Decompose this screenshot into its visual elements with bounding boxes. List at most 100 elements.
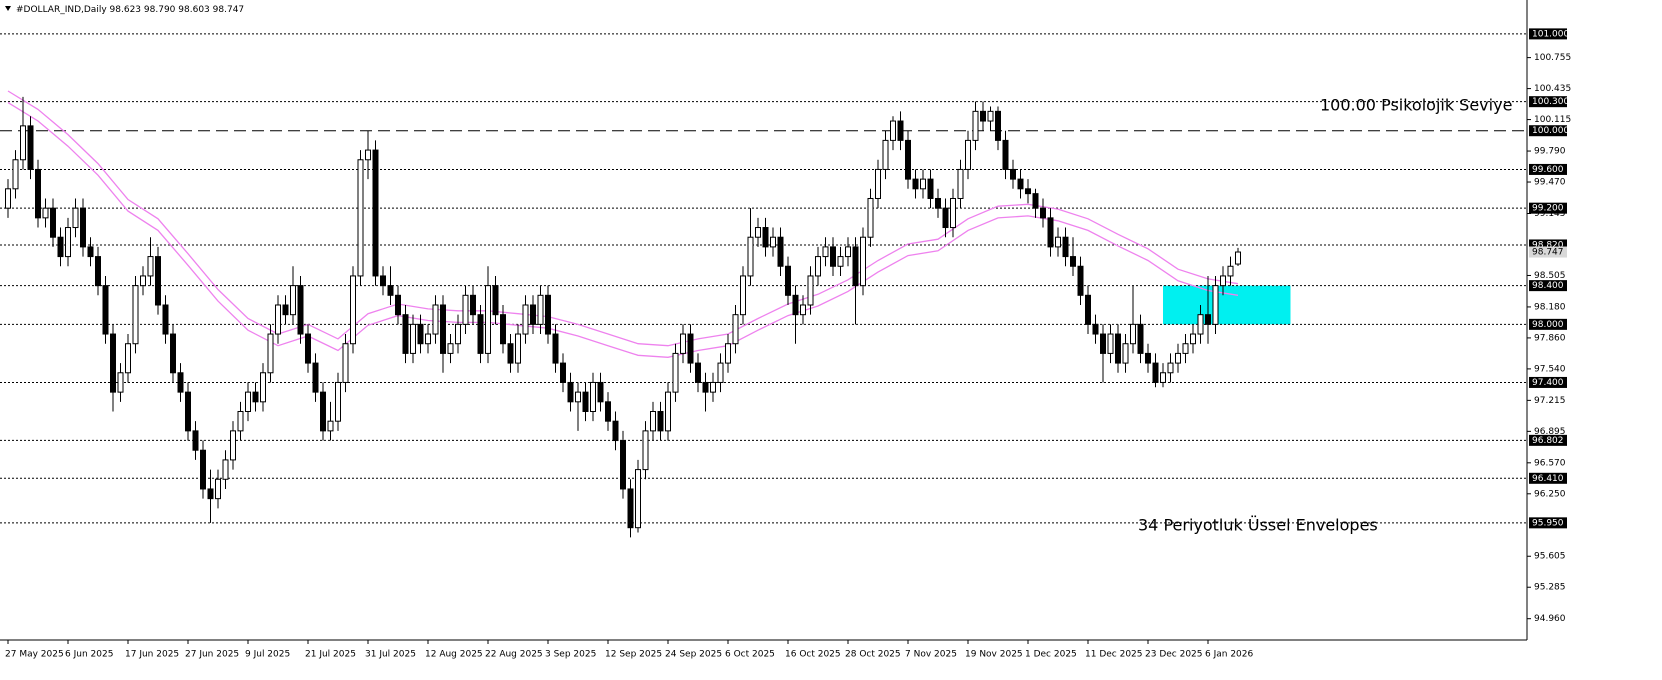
- candle-body: [1040, 207, 1046, 219]
- candle-body: [290, 285, 296, 316]
- y-tick-label: 95.605: [1534, 552, 1566, 562]
- candle-body: [237, 410, 244, 432]
- x-tick-label: 9 Jul 2025: [245, 650, 290, 660]
- candle-body: [912, 178, 919, 190]
- candle-body: [515, 333, 521, 364]
- candle-body: [545, 294, 551, 335]
- candle-body: [965, 139, 971, 170]
- candle-body: [1152, 362, 1159, 383]
- x-tick-label: 3 Sep 2025: [545, 650, 596, 660]
- candle-body: [492, 285, 499, 316]
- candle-body: [500, 314, 506, 345]
- x-tick-label: 6 Jan 2026: [1205, 650, 1253, 660]
- chart-header: #DOLLAR_IND,Daily 98.623 98.790 98.603 9…: [16, 5, 244, 15]
- candle-body: [110, 333, 116, 393]
- candle-body: [807, 275, 814, 306]
- candle-body: [1092, 323, 1099, 335]
- candle-body: [102, 285, 109, 335]
- candle-body: [627, 488, 634, 529]
- x-tick-label: 6 Oct 2025: [725, 650, 775, 660]
- level-label-bg: [1529, 376, 1567, 388]
- candle-body: [650, 410, 656, 432]
- candle-body: [192, 430, 199, 451]
- candle-body: [822, 246, 829, 258]
- candle-body: [642, 430, 649, 471]
- candle-body: [507, 343, 514, 364]
- last-price-bg: [1529, 246, 1567, 258]
- candle-body: [335, 381, 341, 422]
- candle-body: [635, 469, 641, 529]
- candle-body: [732, 314, 739, 345]
- candle-body: [567, 381, 574, 403]
- annotation: 34 Periyotluk Üssel Envelopes: [1138, 516, 1378, 535]
- candle-body: [477, 314, 484, 354]
- candle-body: [155, 256, 161, 306]
- x-tick-label: 12 Sep 2025: [605, 650, 662, 660]
- candle-body: [680, 333, 686, 354]
- candle-body: [440, 304, 446, 354]
- candle-body: [552, 333, 559, 364]
- candle-body: [1190, 333, 1196, 345]
- candle-body: [590, 381, 596, 412]
- candle-body: [140, 275, 146, 287]
- level-label: 99.600: [1532, 165, 1564, 175]
- candle-body: [1160, 372, 1166, 383]
- candle-body: [1220, 275, 1226, 287]
- level-label: 100.000: [1532, 126, 1569, 136]
- candle-body: [1107, 333, 1114, 354]
- candle-body: [672, 352, 679, 393]
- candle-body: [417, 323, 424, 345]
- level-label-bg: [1529, 125, 1567, 137]
- level-label: 98.000: [1532, 320, 1564, 330]
- candle-body: [995, 110, 1001, 141]
- candle-body: [432, 304, 439, 335]
- candle-body: [1055, 236, 1061, 248]
- level-label-bg: [1529, 202, 1567, 214]
- y-tick-label: 99.145: [1534, 209, 1566, 219]
- level-label-bg: [1529, 280, 1567, 292]
- candle-body: [665, 391, 671, 432]
- level-label-bg: [1529, 434, 1567, 446]
- candle-body: [537, 294, 544, 325]
- y-tick-label: 99.790: [1534, 147, 1566, 157]
- x-tick-label: 31 Jul 2025: [365, 650, 416, 660]
- candle-body: [147, 256, 154, 277]
- level-label-bg: [1529, 517, 1567, 529]
- candle-body: [687, 333, 694, 364]
- x-tick-label: 16 Oct 2025: [785, 650, 841, 660]
- candle-body: [830, 246, 836, 267]
- candle-body: [927, 178, 934, 199]
- candle-body: [792, 294, 799, 316]
- candle-body: [597, 381, 604, 403]
- candle-body: [5, 188, 11, 209]
- candle-body: [252, 391, 259, 403]
- y-tick-label: 98.180: [1534, 302, 1566, 312]
- level-label-bg: [1529, 28, 1567, 40]
- candle-body: [1062, 236, 1069, 258]
- candle-body: [740, 275, 746, 316]
- candle-body: [230, 430, 236, 461]
- candle-body: [695, 362, 701, 383]
- y-tick-label: 96.570: [1534, 458, 1566, 468]
- candle-body: [170, 333, 176, 374]
- level-label: 98.400: [1532, 281, 1564, 291]
- candle-body: [350, 275, 356, 345]
- candle-body: [860, 236, 866, 287]
- candle-body: [815, 256, 821, 277]
- candle-body: [1167, 362, 1174, 374]
- candle-layer: [5, 96, 1241, 538]
- y-tick-label: 96.895: [1534, 427, 1566, 437]
- level-label-bg: [1529, 163, 1567, 175]
- header-close: 98.747: [213, 5, 245, 15]
- x-tick-label: 11 Dec 2025: [1085, 650, 1143, 660]
- candle-body: [1047, 217, 1054, 248]
- candle-body: [837, 256, 844, 267]
- candle-body: [1182, 343, 1189, 354]
- candle-body: [402, 314, 409, 354]
- candle-body: [1085, 294, 1091, 325]
- candle-body: [612, 420, 619, 442]
- candle-body: [162, 304, 169, 335]
- candle-body: [950, 197, 956, 229]
- candle-body: [717, 362, 724, 383]
